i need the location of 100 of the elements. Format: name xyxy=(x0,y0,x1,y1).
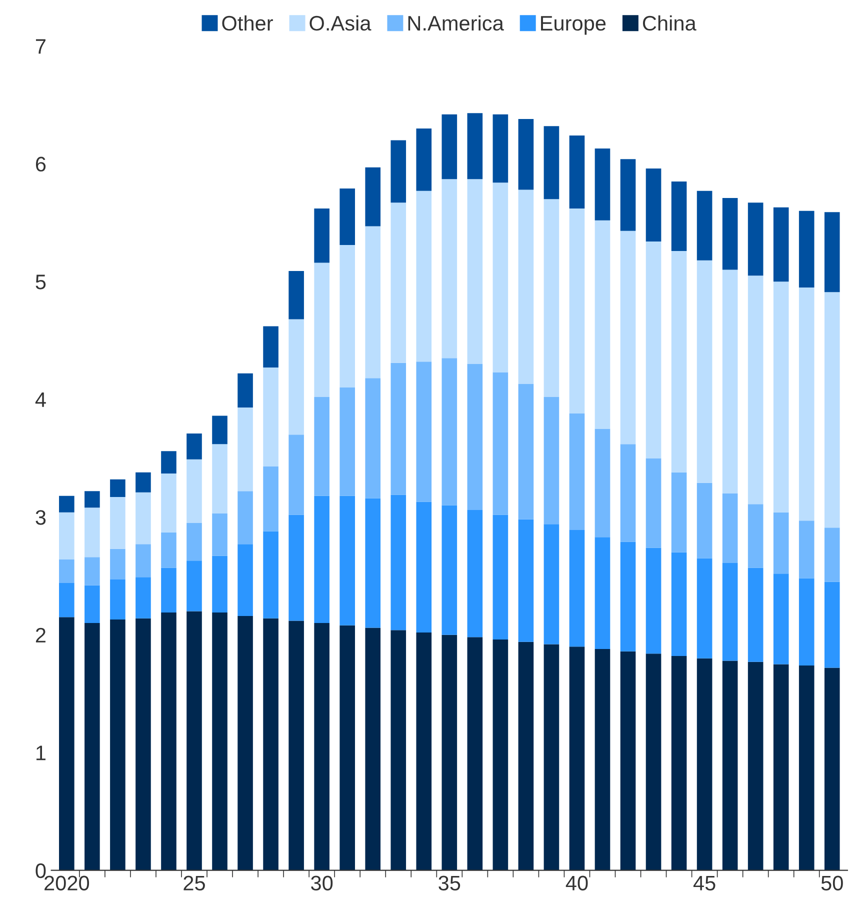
bar xyxy=(773,664,789,870)
bar xyxy=(722,270,738,494)
bar xyxy=(161,474,176,532)
bar xyxy=(671,250,687,472)
bar xyxy=(442,634,458,870)
bar xyxy=(288,514,304,621)
bar xyxy=(492,640,508,870)
bar xyxy=(798,287,814,521)
bar xyxy=(696,260,712,483)
bar xyxy=(340,625,355,870)
bar xyxy=(84,585,100,624)
bar xyxy=(314,623,330,870)
bar xyxy=(365,167,381,226)
bar xyxy=(365,226,381,378)
bar xyxy=(136,492,151,544)
bar xyxy=(161,451,176,474)
bar xyxy=(467,510,483,638)
bar xyxy=(748,276,764,504)
legend-label: Other xyxy=(222,15,273,31)
bar xyxy=(467,364,483,510)
bar xyxy=(416,502,432,632)
bar xyxy=(748,662,764,870)
bar xyxy=(416,632,432,870)
bar xyxy=(263,618,278,870)
bar xyxy=(467,637,483,870)
bar xyxy=(492,372,508,515)
bar xyxy=(646,242,662,458)
bar xyxy=(161,568,176,612)
bar xyxy=(798,665,814,870)
bar xyxy=(390,494,406,630)
bar xyxy=(492,182,508,372)
bar xyxy=(238,491,253,544)
y-tick-label: 4 xyxy=(35,392,46,407)
bar xyxy=(416,128,432,191)
bar xyxy=(620,159,636,231)
bar xyxy=(263,326,278,368)
bar xyxy=(110,620,126,870)
bar xyxy=(442,114,458,180)
bar xyxy=(288,319,304,435)
bar xyxy=(84,491,100,508)
bar xyxy=(288,620,304,870)
bar xyxy=(620,651,636,870)
bar xyxy=(186,433,202,460)
bar xyxy=(442,358,458,506)
bar xyxy=(390,140,406,203)
bar xyxy=(186,611,202,870)
bar xyxy=(748,568,764,662)
bar xyxy=(390,362,406,495)
bar xyxy=(212,556,228,612)
bar xyxy=(773,574,789,664)
bar xyxy=(238,373,253,408)
y-tick-label: 0 xyxy=(36,863,46,878)
y-tick-label: 7 xyxy=(36,39,46,54)
bar xyxy=(696,190,712,260)
x-tick-label: 30 xyxy=(311,876,333,891)
bar xyxy=(798,520,814,578)
bar xyxy=(696,482,712,558)
bar xyxy=(59,583,74,618)
bar xyxy=(365,378,381,498)
bar xyxy=(136,577,151,618)
bar xyxy=(492,114,508,183)
bar xyxy=(314,396,330,496)
bar xyxy=(288,270,304,320)
x-tick-label: 35 xyxy=(438,876,460,891)
y-tick-label: 2 xyxy=(36,628,46,642)
legend-label: Europe xyxy=(541,16,606,35)
bar xyxy=(569,530,585,647)
bar xyxy=(620,230,636,444)
bar xyxy=(416,362,432,502)
bar xyxy=(671,181,687,251)
x-tick-label: 2020 xyxy=(44,876,90,891)
bar xyxy=(824,582,840,668)
bar xyxy=(824,528,840,582)
bar xyxy=(288,434,304,515)
bar xyxy=(59,512,74,560)
bar xyxy=(212,444,228,514)
bar xyxy=(569,136,585,209)
legend-label: N.America xyxy=(408,15,504,31)
bar xyxy=(671,552,687,656)
x-tick-label: 50 xyxy=(821,876,843,891)
bar xyxy=(518,519,534,642)
bar xyxy=(186,522,202,561)
bar xyxy=(544,126,560,200)
bar xyxy=(620,444,636,542)
bar xyxy=(212,514,228,556)
bar xyxy=(416,190,432,362)
bar xyxy=(620,542,636,652)
bar xyxy=(518,642,534,870)
bar xyxy=(722,563,738,661)
legend-label: O.Asia xyxy=(310,15,372,31)
bar xyxy=(696,558,712,658)
bar xyxy=(238,408,253,492)
bar xyxy=(161,532,176,568)
bar xyxy=(238,544,253,616)
bar xyxy=(748,202,764,276)
bar xyxy=(544,199,560,397)
bar xyxy=(569,208,585,414)
bar xyxy=(569,646,585,870)
bar xyxy=(748,504,764,568)
bar xyxy=(59,496,74,512)
